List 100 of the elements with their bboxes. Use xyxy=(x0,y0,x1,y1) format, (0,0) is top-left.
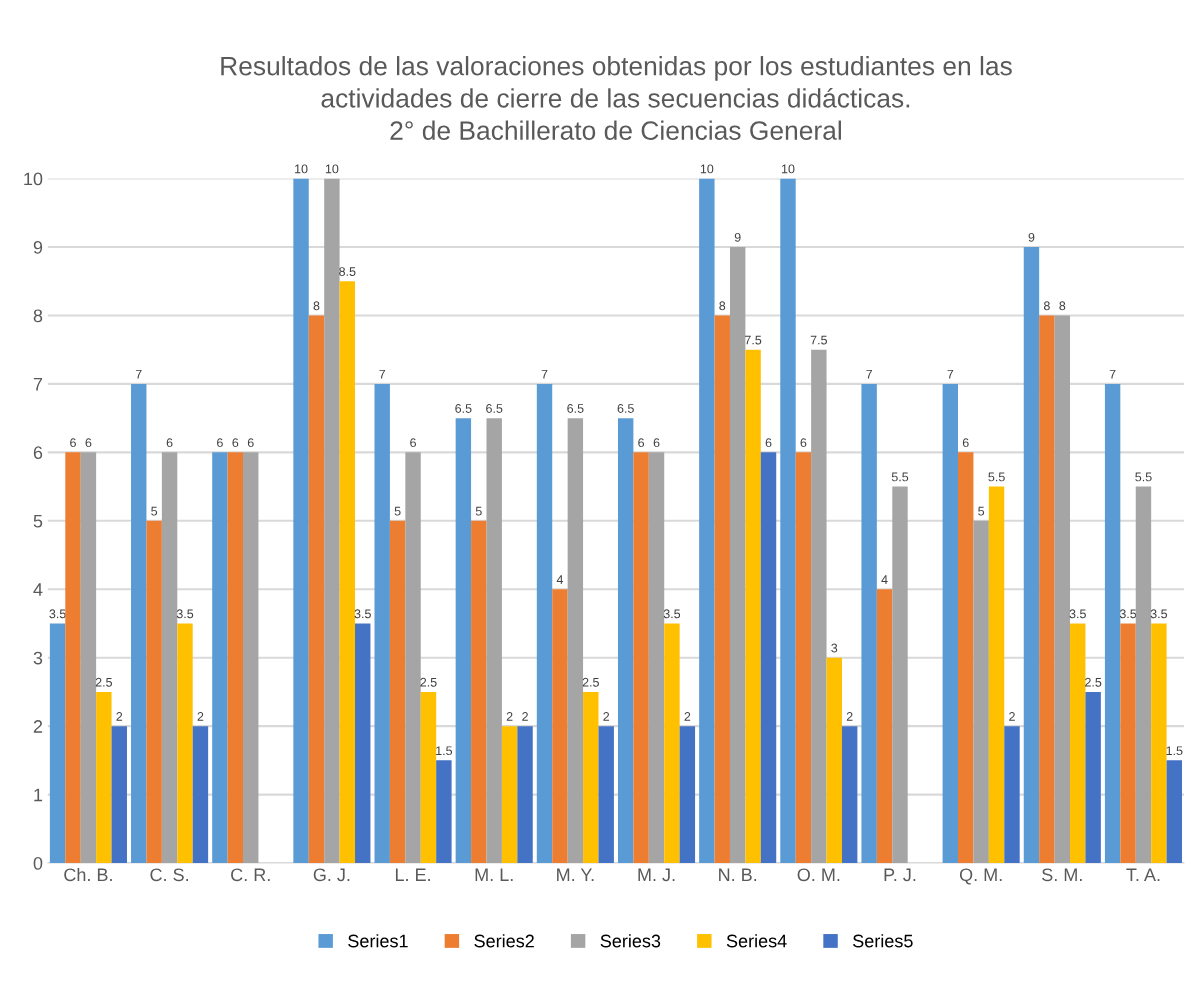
data-label: 5.5 xyxy=(891,472,909,482)
data-label: 3.5 xyxy=(176,609,194,619)
bar xyxy=(617,418,634,864)
data-label: 5 xyxy=(475,506,482,516)
data-label: 8 xyxy=(1059,301,1066,311)
data-label: 2 xyxy=(522,712,528,721)
bar xyxy=(679,726,696,864)
y-tick-label: 1 xyxy=(34,788,43,802)
y-tick-label: 10 xyxy=(24,172,43,186)
data-label: 8.5 xyxy=(339,267,356,276)
bar xyxy=(745,349,761,864)
y-tick-label: 5 xyxy=(33,514,43,528)
bar xyxy=(1151,623,1167,864)
bar xyxy=(699,178,715,864)
data-label: 10 xyxy=(700,164,714,174)
chart-title: Resultados de las valoraciones obtenidas por los estudiantes en las actividades de cierre de las secuencias didácticas. 2° de Bachillerato de Ciencias General xyxy=(221,56,1012,140)
data-label: 8 xyxy=(313,301,320,311)
data-label: 5 xyxy=(394,506,401,516)
x-tick-label: M. J. xyxy=(638,868,675,882)
bar xyxy=(192,726,209,864)
bar xyxy=(841,726,858,864)
x-tick-label: S. M. xyxy=(1042,868,1082,882)
data-label: 6.5 xyxy=(486,404,503,413)
bar xyxy=(177,623,193,864)
data-label: 4 xyxy=(881,575,888,584)
data-label: 3.5 xyxy=(1069,609,1086,619)
data-label: 1.5 xyxy=(436,746,453,756)
bar xyxy=(339,281,356,864)
legend-label: Series5 xyxy=(853,934,913,948)
data-label: 9 xyxy=(1028,232,1035,242)
bar xyxy=(389,520,406,864)
bar xyxy=(355,623,371,864)
bar xyxy=(436,760,452,864)
bar xyxy=(1085,691,1101,864)
data-label: 3 xyxy=(831,643,838,653)
data-label: 6 xyxy=(70,438,76,448)
legend-label: Series3 xyxy=(600,934,661,948)
x-tick-label: L. E. xyxy=(395,868,430,881)
data-label: 2 xyxy=(197,712,204,721)
bar xyxy=(648,452,665,864)
data-label: 2 xyxy=(506,712,513,721)
x-tick-label: N. B. xyxy=(719,868,757,881)
data-label: 4 xyxy=(556,575,564,584)
data-label: 6 xyxy=(232,438,239,448)
bar xyxy=(958,452,974,864)
legend-label: Series1 xyxy=(348,934,408,948)
data-label: 6 xyxy=(800,438,807,448)
y-tick-label: 6 xyxy=(33,446,43,460)
data-label: 6.5 xyxy=(617,404,634,413)
bar xyxy=(1039,315,1055,864)
bar xyxy=(80,452,97,864)
bar xyxy=(892,486,908,864)
bar xyxy=(501,726,518,864)
bar xyxy=(664,623,680,864)
y-tick-label: 7 xyxy=(33,378,43,391)
x-tick-label: T. A. xyxy=(1126,868,1160,881)
data-label: 6 xyxy=(217,438,223,448)
data-label: 7 xyxy=(541,369,548,379)
bar xyxy=(1120,623,1136,864)
x-tick-label: Q. M. xyxy=(959,868,1002,885)
data-label: 7.5 xyxy=(745,335,762,345)
bar xyxy=(374,383,390,864)
data-label: 6 xyxy=(85,438,92,448)
data-label: 6 xyxy=(638,438,645,448)
data-label: 6.5 xyxy=(567,404,584,413)
data-label: 3.5 xyxy=(1119,609,1137,619)
bar xyxy=(714,315,730,864)
bar xyxy=(161,452,178,864)
bar xyxy=(471,520,487,864)
bar xyxy=(876,589,893,864)
data-label: 2.5 xyxy=(582,677,599,687)
bar xyxy=(567,418,584,864)
bar xyxy=(942,383,959,864)
data-label: 10 xyxy=(295,164,308,174)
data-label: 5.5 xyxy=(1135,472,1152,482)
bar xyxy=(988,486,1005,864)
x-tick-label: O. M. xyxy=(797,868,840,882)
x-tick-label: M. Y. xyxy=(557,868,594,881)
bar xyxy=(760,452,777,864)
data-label: 10 xyxy=(782,164,795,174)
bar xyxy=(1054,315,1071,864)
data-label: 2.5 xyxy=(420,677,437,687)
data-label: 10 xyxy=(325,164,339,174)
bar xyxy=(293,178,309,864)
bar xyxy=(405,452,421,864)
y-tick-label: 8 xyxy=(33,309,43,323)
y-tick-label: 4 xyxy=(33,583,43,596)
bar xyxy=(1070,623,1086,864)
data-label: 8 xyxy=(719,301,726,311)
data-label: 6 xyxy=(166,438,173,448)
bar xyxy=(65,452,81,864)
bar xyxy=(633,452,649,864)
bar xyxy=(212,452,228,864)
data-label: 5.5 xyxy=(988,472,1005,482)
bar xyxy=(811,349,827,864)
data-label: 6 xyxy=(410,438,416,448)
bar xyxy=(598,726,614,864)
y-tick-label: 3 xyxy=(33,651,43,665)
bar xyxy=(552,589,568,864)
data-label: 7 xyxy=(379,369,386,379)
